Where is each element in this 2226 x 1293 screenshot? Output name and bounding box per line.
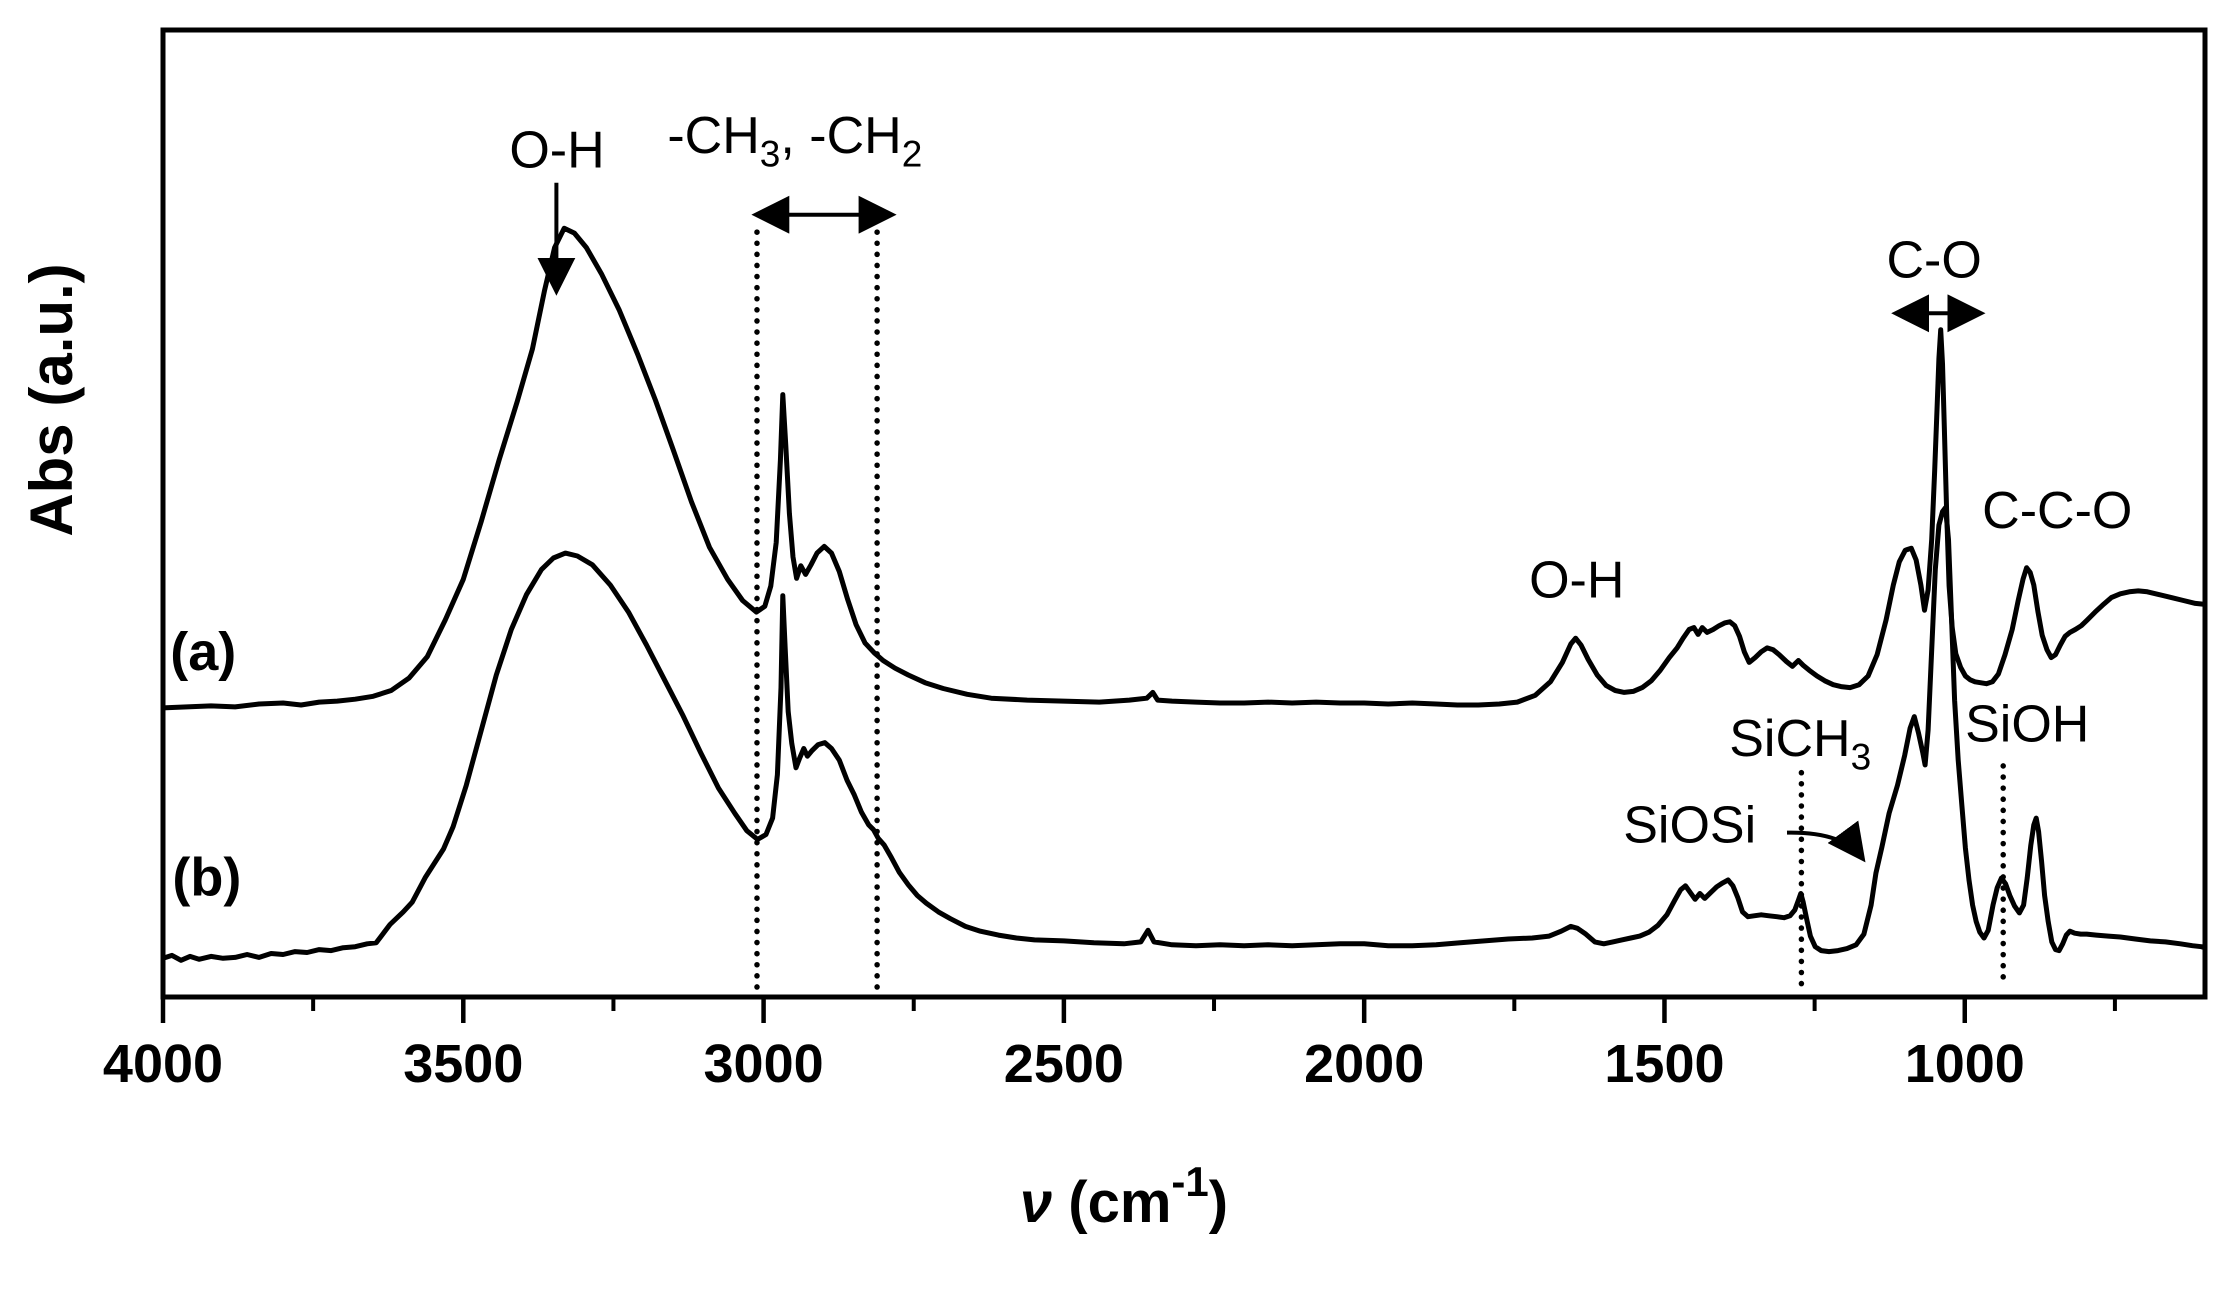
spectrum-curve-a — [160, 225, 2208, 711]
plot-frame — [160, 27, 2208, 1000]
x-axis-tick-label: 2000 — [1304, 1034, 1424, 1094]
cco-label: C-C-O — [1982, 482, 2132, 540]
axis-ticks-layer: 4000 3500 3000 2500 2000 1500 1000 — [103, 997, 2117, 1094]
siosi-label: SiOSi — [1623, 796, 1756, 854]
series-a-label: (a) — [170, 622, 236, 682]
x-axis-tick-label: 2500 — [1004, 1034, 1124, 1094]
x-axis-tick-label: 4000 — [103, 1034, 223, 1094]
spectra-layer — [160, 225, 2208, 963]
oh-stretch-label: O-H — [509, 121, 604, 179]
sich3-label: SiCH3 — [1729, 710, 1871, 778]
oh-bend-label: O-H — [1529, 552, 1624, 610]
axis-titles-layer: ν (cm-1) Abs (a.u.) — [18, 263, 1228, 1235]
siosi-arrow — [1786, 820, 1866, 863]
ch3-ch2-label: -CH3, -CH2 — [667, 107, 922, 175]
series-b-label: (b) — [172, 847, 241, 907]
x-axis-tick-label: 3000 — [704, 1034, 824, 1094]
x-axis-tick-label: 1500 — [1604, 1034, 1724, 1094]
arrows-layer — [537, 182, 1986, 863]
y-axis-title: Abs (a.u.) — [18, 263, 85, 536]
sioh-label: SiOH — [1965, 696, 2089, 754]
spectrum-curve-b — [160, 505, 2208, 963]
dotted-guides-layer — [754, 229, 2006, 992]
co-label: C-O — [1886, 232, 1981, 290]
annotations-layer: O-H -CH3, -CH2 O-H C-O C-C-O SiCH3 SiOSi SiOH (a… — [170, 107, 2132, 908]
x-axis-title: ν (cm-1) — [1020, 1158, 1228, 1235]
x-axis-tick-label: 3500 — [403, 1034, 523, 1094]
plot-frame-layer — [160, 27, 2208, 1000]
x-axis-tick-label: 1000 — [1905, 1034, 2025, 1094]
